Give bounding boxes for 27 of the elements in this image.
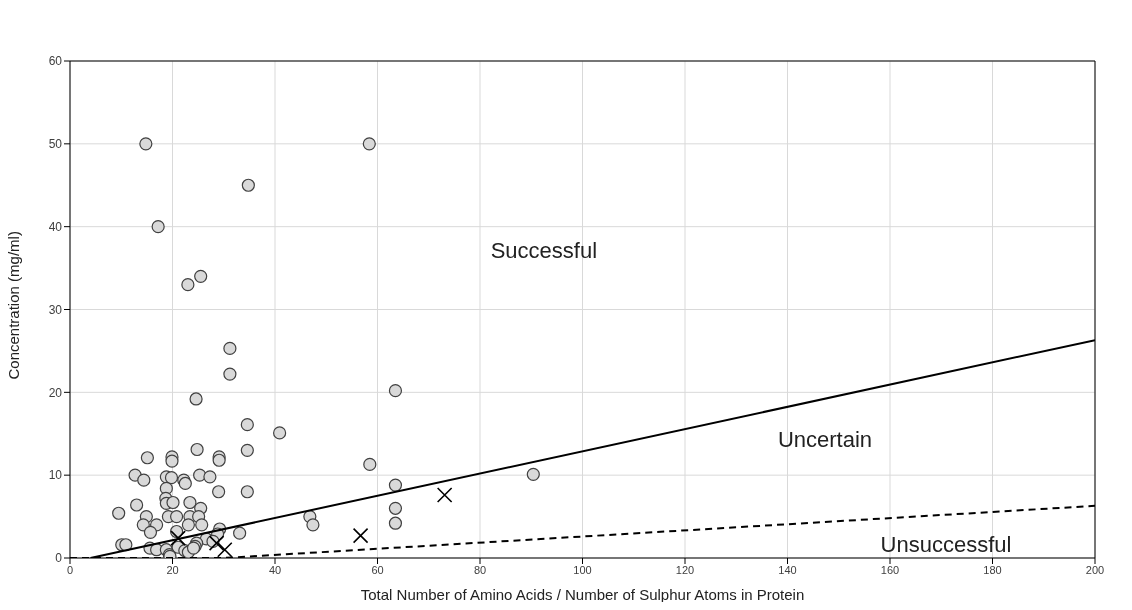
x-tick-label: 120 [675, 563, 695, 576]
x-tick-label: 160 [880, 563, 900, 576]
x-tick-label: 20 [166, 563, 179, 576]
y-tick-label: 60 [48, 54, 63, 69]
x-tick-label: 0 [66, 563, 74, 576]
y-tick-label: 20 [48, 385, 63, 400]
point [208, 535, 225, 551]
point [216, 541, 233, 558]
x-tick-label: 200 [1085, 563, 1105, 576]
x-tick-label: 140 [778, 563, 797, 576]
x-tick-label: 180 [983, 563, 1002, 576]
y-tick-label: 10 [48, 468, 63, 483]
point [352, 527, 369, 544]
y-axis-title: Concentration (mg/ml) [5, 231, 23, 380]
annotation: Uncertain [777, 427, 873, 454]
annotation: Successful [490, 238, 598, 265]
x-tick-label: 40 [268, 563, 282, 576]
x-tick-label: 100 [573, 563, 592, 576]
y-tick-label: 40 [48, 219, 63, 234]
x-tick-label: 80 [473, 563, 487, 576]
point [170, 530, 186, 546]
annotation: Unsuccessful [880, 532, 1012, 558]
point [436, 487, 453, 503]
y-tick-label: 50 [48, 137, 63, 152]
y-tick-label: 30 [48, 302, 63, 317]
x-tick-label: 60 [371, 563, 384, 576]
y-tick-label: 0 [55, 551, 63, 566]
